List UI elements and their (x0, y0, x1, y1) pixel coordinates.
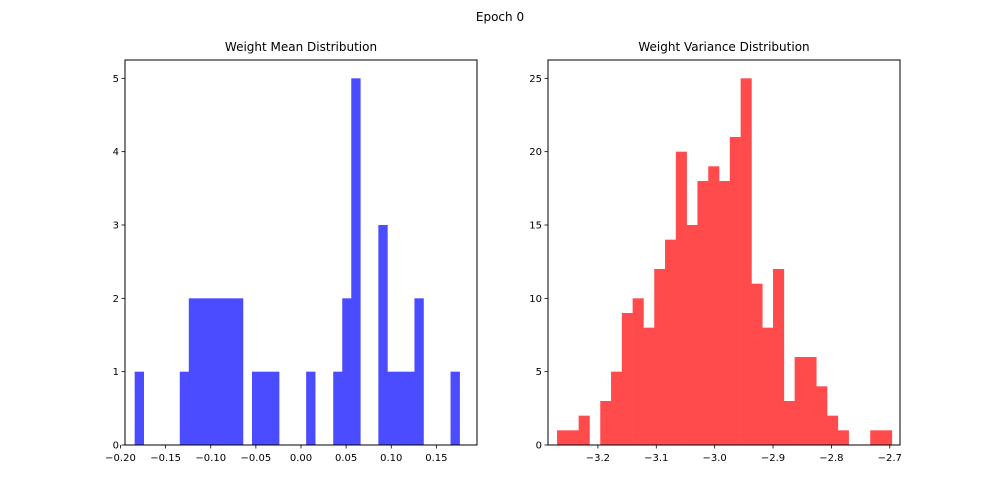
histogram-bar-weight-variance-10 (665, 239, 677, 445)
histogram-bar-weight-variance-8 (643, 327, 655, 445)
histogram-bar-weight-variance-26 (837, 430, 849, 445)
chart-title-weight-variance: Weight Variance Distribution (638, 40, 809, 54)
histogram-bars-weight-variance (557, 78, 893, 446)
histogram-bar-weight-mean-14 (261, 371, 271, 445)
histogram-bar-weight-variance-4 (600, 401, 612, 445)
y-tick-label-weight-mean-3: 3 (113, 221, 119, 232)
x-tick-label-weight-mean-0: −0.20 (105, 453, 136, 464)
histogram-bar-weight-variance-0 (557, 430, 569, 445)
x-tick-label-weight-variance-5: −2.7 (878, 453, 902, 464)
x-tick-label-weight-variance-0: −3.2 (586, 453, 610, 464)
histogram-bar-weight-variance-7 (632, 298, 644, 445)
histogram-bar-weight-variance-29 (870, 430, 882, 445)
histogram-bar-weight-variance-23 (805, 357, 817, 445)
x-tick-label-weight-mean-4: 0.00 (290, 453, 312, 464)
figure-suptitle: Epoch 0 (476, 10, 524, 24)
histogram-bar-weight-variance-24 (816, 386, 828, 445)
histogram-bar-weight-mean-13 (251, 371, 262, 445)
histogram-bar-weight-mean-8 (206, 298, 217, 445)
histogram-bar-weight-mean-11 (233, 298, 244, 445)
histogram-bar-weight-variance-2 (578, 415, 590, 445)
x-tick-label-weight-variance-1: −3.1 (644, 453, 668, 464)
y-tick-label-weight-variance-3: 15 (529, 221, 542, 232)
y-tick-label-weight-variance-1: 5 (536, 367, 542, 378)
x-tick-label-weight-mean-7: 0.15 (425, 453, 447, 464)
histogram-bar-weight-variance-9 (654, 269, 666, 445)
histogram-bar-weight-mean-10 (224, 298, 235, 445)
histogram-bar-weight-variance-16 (729, 137, 741, 445)
x-tick-label-weight-variance-3: −2.9 (761, 453, 785, 464)
y-tick-label-weight-mean-5: 5 (113, 74, 119, 85)
histogram-bar-weight-mean-24 (351, 78, 361, 445)
y-tick-label-weight-mean-1: 1 (113, 367, 119, 378)
histogram-bar-weight-variance-25 (827, 415, 839, 445)
histogram-bar-weight-variance-1 (567, 430, 579, 445)
x-tick-label-weight-mean-6: 0.10 (380, 453, 402, 464)
histogram-bar-weight-mean-23 (342, 298, 352, 445)
histogram-bar-weight-variance-11 (675, 151, 687, 446)
histogram-bar-weight-mean-7 (197, 298, 208, 445)
y-tick-label-weight-variance-2: 10 (529, 294, 542, 305)
histogram-bar-weight-mean-15 (270, 371, 280, 445)
y-tick-label-weight-mean-4: 4 (113, 147, 119, 158)
histogram-bar-weight-variance-13 (697, 181, 709, 445)
histogram-bar-weight-variance-20 (773, 269, 785, 445)
axes-frame-weight-mean (124, 59, 478, 446)
histogram-bar-weight-variance-22 (794, 357, 806, 445)
histogram-bar-weight-variance-12 (686, 225, 698, 445)
x-tick-label-weight-mean-3: −0.05 (241, 453, 272, 464)
histogram-bar-weight-variance-19 (762, 327, 774, 445)
x-tick-label-weight-mean-5: 0.05 (335, 453, 357, 464)
histogram-bar-weight-variance-21 (783, 401, 795, 445)
histogram-bar-weight-mean-29 (396, 371, 406, 445)
chart-title-weight-mean: Weight Mean Distribution (225, 40, 377, 54)
x-tick-label-weight-variance-2: −3.0 (703, 453, 727, 464)
histogram-bar-weight-mean-30 (405, 371, 415, 445)
histogram-bar-weight-variance-6 (621, 313, 633, 445)
histogram-bar-weight-mean-9 (215, 298, 226, 445)
histogram-bar-weight-mean-6 (188, 298, 199, 445)
histogram-bar-weight-variance-5 (611, 371, 623, 445)
x-tick-label-weight-variance-4: −2.8 (819, 453, 843, 464)
weight-mean-histogram: Weight Mean Distribution −0.20 −0.15 −0.10… (105, 40, 478, 464)
histogram-bar-weight-mean-19 (306, 371, 316, 445)
histogram-bar-weight-mean-0 (134, 371, 144, 445)
x-tick-label-weight-mean-2: −0.10 (195, 453, 226, 464)
histogram-bar-weight-variance-14 (708, 166, 720, 445)
histogram-bar-weight-mean-5 (179, 371, 190, 445)
x-tick-label-weight-mean-1: −0.15 (150, 453, 181, 464)
y-tick-label-weight-variance-4: 20 (529, 147, 542, 158)
histogram-bar-weight-variance-30 (881, 430, 893, 445)
histogram-bar-weight-mean-35 (450, 371, 460, 445)
y-tick-label-weight-mean-2: 2 (113, 294, 119, 305)
histogram-bar-weight-mean-22 (333, 371, 343, 445)
y-tick-label-weight-variance-0: 0 (536, 441, 542, 452)
axis-ticks-weight-variance: −3.2 −3.1 −3.0 −2.9 −2.8 −2.7 0 5 10 15 20 25 (529, 74, 902, 464)
axis-ticks-weight-mean: −0.20 −0.15 −0.10 −0.05 0.00 0.05 0.10 0.15 0 1 2 3… (105, 74, 447, 464)
weight-variance-histogram: Weight Variance Distribution −3.2 −3.1 −3.… (529, 40, 902, 464)
histogram-bar-weight-variance-17 (740, 78, 752, 445)
histogram-bar-weight-variance-15 (719, 181, 731, 445)
histogram-bar-weight-mean-31 (414, 298, 424, 445)
y-tick-label-weight-variance-5: 25 (529, 74, 542, 85)
histogram-bars-weight-mean (134, 78, 460, 445)
histogram-bar-weight-mean-28 (387, 371, 397, 445)
y-tick-label-weight-mean-0: 0 (113, 441, 119, 452)
axes-frame-weight-variance (547, 59, 901, 446)
histogram-bar-weight-variance-18 (751, 283, 763, 445)
histogram-bar-weight-mean-27 (378, 225, 388, 445)
